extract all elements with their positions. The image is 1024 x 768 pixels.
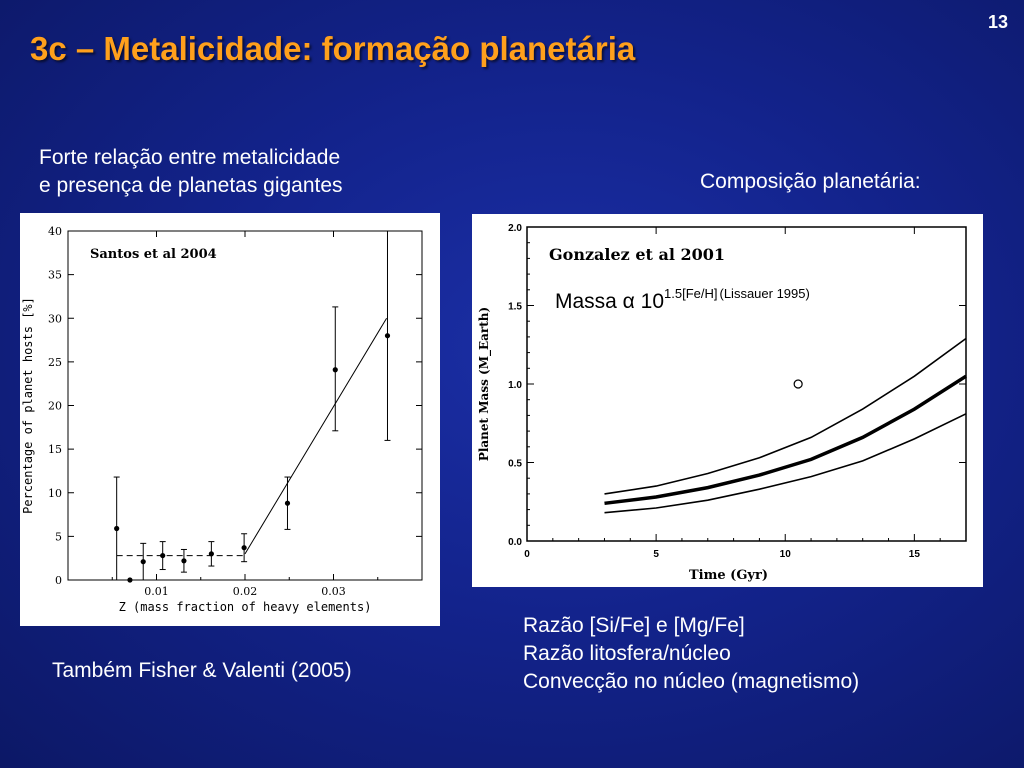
left-caption-line-2: e presença de planetas gigantes — [39, 174, 343, 197]
left-caption-line-1: Forte relação entre metalicidade — [39, 146, 341, 169]
y-tick-label: 2.0 — [508, 223, 522, 234]
series-line-lower — [604, 413, 967, 514]
plot-frame — [67, 230, 423, 581]
x-tick-label: 15 — [909, 549, 921, 560]
formula-base: Massa α 10 — [555, 290, 665, 313]
data-point — [114, 525, 120, 532]
plot-frame — [526, 226, 967, 542]
x-axis-label: Time (Gyr) — [689, 568, 768, 583]
bottom-right-line-2: Razão litosfera/núcleo — [523, 642, 731, 665]
data-point — [140, 559, 146, 565]
left-caption: Forte relação entre metalicidade e prese… — [39, 144, 343, 200]
x-axis-label: Z (mass fraction of heavy elements) — [119, 600, 372, 614]
y-tick-label: 20 — [48, 400, 62, 413]
mass-formula: Massa α 101.5[Fe/H] (Lissauer 1995) — [555, 286, 810, 314]
y-axis-label: Planet Mass (M_Earth) — [477, 307, 492, 461]
santos-chart-panel: 0 5 10 15 20 25 30 35 40 0.01 0.02 0.03 Z (mass frac… — [20, 213, 440, 626]
bottom-right-caption: Razão [Si/Fe] e [Mg/Fe] Razão litosfera/… — [523, 612, 859, 696]
y-tick-label: 25 — [48, 356, 62, 369]
x-tick-label: 0.03 — [321, 585, 346, 598]
santos-metallicity-chart: 0 5 10 15 20 25 30 35 40 0.01 0.02 0.03 Z (mass frac… — [21, 225, 423, 614]
y-tick-label: 0 — [55, 574, 62, 587]
gonzalez-chart-panel: 0.0 0.5 1.0 1.5 2.0 0 5 10 15 Time (Gyr) Planet Ma… — [472, 214, 983, 587]
y-tick-label: 5 — [55, 530, 62, 543]
bottom-left-caption: Também Fisher & Valenti (2005) — [52, 659, 352, 682]
series-line-main — [604, 374, 967, 506]
x-tick-label: 0 — [524, 549, 530, 560]
chart-title: Gonzalez et al 2001 — [549, 245, 725, 264]
y-tick-label: 0.0 — [508, 537, 522, 548]
right-caption: Composição planetária: — [700, 170, 921, 193]
y-tick-label: 35 — [48, 269, 62, 282]
y-axis-label: Percentage of planet hosts [%] — [21, 297, 35, 514]
slide-title: 3c – Metalicidade: formação planetária — [30, 30, 636, 67]
data-point — [181, 558, 187, 564]
data-point — [160, 552, 166, 559]
data-point — [384, 333, 391, 339]
bottom-right-line-1: Razão [Si/Fe] e [Mg/Fe] — [523, 614, 745, 637]
y-tick-label: 0.5 — [508, 459, 522, 470]
chart-title: Santos et al 2004 — [90, 247, 217, 262]
x-tick-label: 0.01 — [144, 585, 169, 598]
y-tick-label: 1.5 — [508, 302, 522, 313]
formula-exponent: 1.5[Fe/H] — [664, 286, 718, 301]
slide-number: 13 — [987, 12, 1008, 32]
y-tick-label: 15 — [48, 443, 62, 456]
open-data-point — [793, 379, 803, 389]
data-point — [284, 500, 291, 506]
bottom-right-line-3: Convecção no núcleo (magnetismo) — [523, 670, 860, 693]
y-tick-label: 40 — [48, 225, 62, 238]
data-point — [241, 545, 247, 551]
data-point — [127, 577, 133, 583]
y-tick-label: 1.0 — [508, 380, 522, 391]
rise-fit-line — [244, 317, 388, 555]
series-line-upper — [604, 337, 967, 495]
data-point — [332, 367, 338, 373]
y-tick-label: 30 — [48, 312, 62, 325]
x-tick-label: 5 — [653, 549, 659, 560]
x-tick-label: 0.02 — [233, 585, 258, 598]
formula-reference: (Lissauer 1995) — [719, 286, 810, 301]
y-tick-label: 10 — [48, 487, 62, 500]
gonzalez-planet-mass-chart: 0.0 0.5 1.0 1.5 2.0 0 5 10 15 Time (Gyr) Planet Ma… — [477, 223, 967, 583]
data-point — [208, 551, 214, 557]
x-tick-label: 10 — [780, 549, 792, 560]
